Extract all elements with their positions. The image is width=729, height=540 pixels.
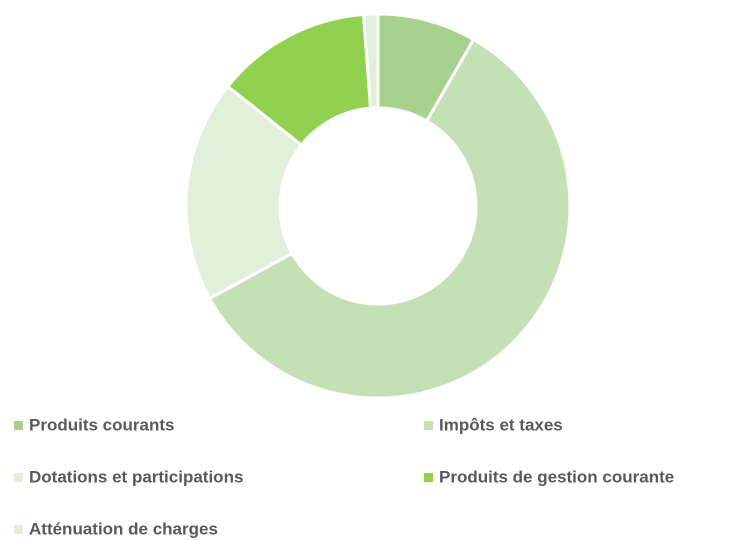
legend-label: Produits de gestion courante	[439, 467, 674, 486]
donut-segment	[184, 84, 304, 301]
legend-swatch	[424, 473, 433, 482]
legend-swatch	[14, 421, 23, 430]
legend-label: Impôts et taxes	[439, 415, 563, 434]
legend-swatch	[14, 525, 23, 534]
legend-label: Atténuation de charges	[29, 519, 218, 538]
donut-segment	[207, 37, 572, 400]
legend-label: Dotations et participations	[29, 467, 243, 486]
legend-swatch	[14, 473, 23, 482]
donut-segment	[361, 12, 380, 110]
legend-swatch	[424, 421, 433, 430]
legend-label: Produits courants	[29, 415, 174, 434]
